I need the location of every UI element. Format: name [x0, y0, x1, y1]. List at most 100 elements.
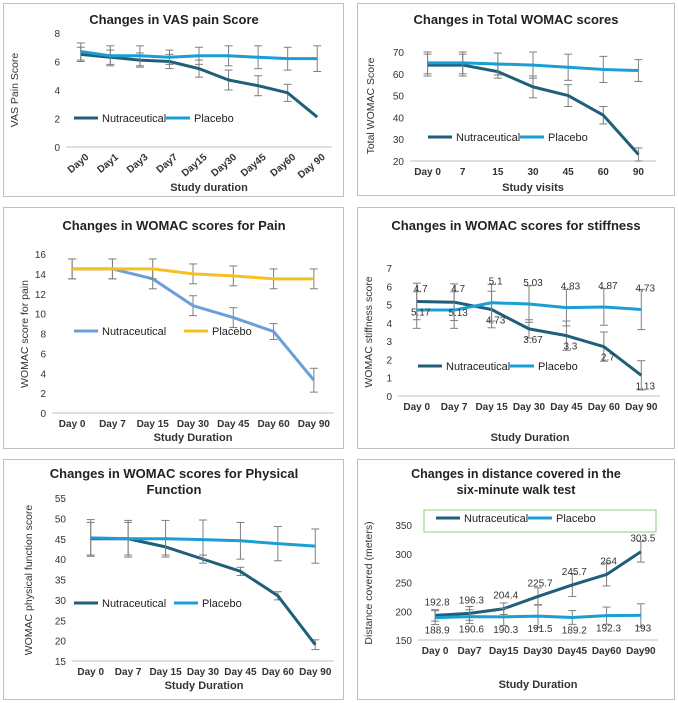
chart-panel-six-minute-walk: Changes in distance covered in the six-mi…: [357, 459, 675, 700]
x-tick-label: Day 90: [299, 667, 332, 678]
y-tick-label: 30: [393, 135, 405, 146]
x-tick-label: Day 45: [550, 402, 583, 413]
data-label: 193: [635, 623, 652, 634]
data-label: 191.5: [527, 624, 552, 635]
y-axis-label: WOMAC score for pain: [19, 280, 31, 388]
chart-title: Changes in VAS pain Score: [89, 12, 259, 27]
y-tick-label: 1: [386, 374, 392, 385]
chart-svg: Changes in Total WOMAC scores 20 30 40 50 60 7…: [365, 12, 656, 194]
x-tick-label: Day0: [66, 152, 92, 176]
legend-label-placebo: Placebo: [202, 598, 242, 610]
y-tick-label: 45: [55, 535, 67, 546]
x-tick-label: Day 30: [187, 667, 220, 678]
x-tick-label: Day 0: [414, 167, 441, 178]
chart-panel-womac-stiffness: Changes in WOMAC scores for stiffness 0 1 2…: [357, 207, 675, 449]
data-label: 192.8: [425, 597, 450, 608]
series-line-placebo: [72, 267, 314, 281]
y-tick-label: 6: [386, 282, 392, 293]
y-tick-label: 300: [395, 550, 412, 561]
x-tick-label: Day 30: [513, 402, 546, 413]
legend-label-nutraceutical: Nutraceutical: [446, 361, 510, 373]
x-tick-label: Day 15: [137, 419, 170, 430]
x-tick-label: Day60: [269, 152, 299, 180]
y-tick-label: 2: [40, 389, 46, 400]
x-axis-label: Study duration: [170, 182, 248, 194]
x-tick-label: Day45: [558, 646, 588, 657]
x-tick-label: Day 45: [224, 667, 257, 678]
y-tick-label: 50: [55, 514, 67, 525]
y-tick-label: 60: [393, 70, 405, 81]
y-tick-label: 350: [395, 521, 412, 532]
data-label: 188.9: [425, 626, 450, 637]
x-tick-label: Day 7: [99, 419, 126, 430]
x-tick-label: 90: [633, 167, 645, 178]
y-tick-label: 15: [55, 657, 67, 668]
x-axis-label: Study Duration: [165, 680, 244, 692]
data-label: 192.3: [596, 624, 621, 635]
y-tick-label: 12: [35, 290, 47, 301]
data-label: 2.7: [601, 353, 615, 364]
x-tick-label: Day30: [209, 152, 239, 180]
x-tick-label: Day15: [180, 152, 210, 180]
data-label: 4.87: [598, 281, 618, 292]
data-label: 190.6: [459, 625, 484, 636]
x-tick-label: Day 60: [262, 667, 295, 678]
series-line-placebo: [416, 301, 642, 312]
y-tick-label: 10: [35, 310, 47, 321]
chart-panel-vas-pain: Changes in VAS pain Score 0 2 4 6 8 Day0 Day1 Da…: [3, 3, 344, 197]
y-tick-label: 14: [35, 270, 47, 281]
y-tick-label: 40: [55, 555, 67, 566]
legend-label-placebo: Placebo: [556, 513, 596, 525]
chart-svg: Changes in distance covered in the six-mi…: [363, 467, 658, 691]
data-label: 4.7: [451, 284, 465, 295]
data-label: 1.13: [636, 381, 656, 392]
series-line-nutraceutical: [80, 52, 319, 119]
y-tick-label: 0: [54, 143, 60, 154]
data-label: 245.7: [562, 567, 587, 578]
legend-label-placebo: Placebo: [212, 326, 252, 338]
y-tick-label: 16: [35, 250, 47, 261]
legend-label-nutraceutical: Nutraceutical: [102, 113, 166, 125]
series-line-placebo: [435, 613, 641, 620]
y-tick-label: 40: [393, 113, 405, 124]
chart-title: Changes in Total WOMAC scores: [414, 12, 619, 27]
y-tick-label: 2: [54, 115, 60, 126]
y-tick-label: 200: [395, 607, 412, 618]
x-tick-label: Day 30: [177, 419, 210, 430]
x-tick-label: Day 7: [441, 402, 468, 413]
x-tick-label: 30: [527, 167, 539, 178]
x-tick-label: Day 0: [59, 419, 86, 430]
y-tick-label: 70: [393, 48, 405, 59]
x-axis-label: Study visits: [502, 182, 564, 194]
y-axis-label: Distance covered (meters): [363, 521, 375, 644]
data-label: 4.73: [486, 316, 506, 327]
x-tick-label: Day 7: [115, 667, 142, 678]
y-tick-label: 4: [54, 86, 60, 97]
data-label: 189.2: [562, 625, 587, 636]
legend-box: [423, 509, 657, 533]
chart-panel-physical-function: Changes in WOMAC scores for Physical Func…: [3, 459, 344, 700]
x-tick-label: Day3: [125, 152, 151, 176]
x-tick-label: Day 0: [422, 646, 449, 657]
chart-title: Changes in WOMAC scores for stiffness: [391, 218, 640, 233]
x-tick-label: Day 0: [77, 667, 104, 678]
chart-title: Changes in WOMAC scores for Physical Func…: [50, 466, 299, 497]
data-label: 4.7: [414, 284, 428, 295]
x-tick-label: Day1: [95, 152, 121, 176]
y-tick-label: 0: [40, 409, 46, 420]
y-axis-label: Total WOMAC Score: [365, 57, 377, 154]
y-tick-label: 5: [386, 301, 392, 312]
y-tick-label: 0: [386, 392, 392, 403]
data-label: 190.3: [493, 625, 518, 636]
chart-panel-womac-pain: Changes in WOMAC scores for Pain 0 2 4 6 8 10 1…: [3, 207, 344, 449]
x-tick-label: Day 90: [298, 419, 331, 430]
x-tick-label: 60: [598, 167, 610, 178]
data-label: 5.17: [411, 307, 431, 318]
legend-label-placebo: Placebo: [538, 361, 578, 373]
x-tick-label: Day 60: [588, 402, 621, 413]
data-label: 225.7: [527, 578, 552, 589]
y-tick-label: 6: [40, 349, 46, 360]
y-tick-label: 55: [55, 494, 67, 505]
x-tick-label: Day 60: [257, 419, 290, 430]
